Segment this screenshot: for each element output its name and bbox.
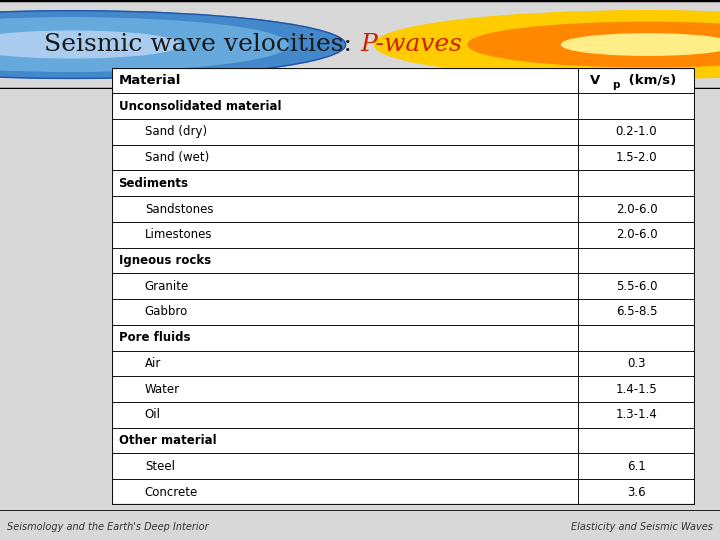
Text: 2.0-6.0: 2.0-6.0	[616, 228, 657, 241]
Text: Concrete: Concrete	[145, 485, 198, 498]
Text: 6.1: 6.1	[627, 460, 646, 473]
Text: Steel: Steel	[145, 460, 175, 473]
Text: Sand (wet): Sand (wet)	[145, 151, 209, 164]
Text: 3.6: 3.6	[627, 485, 646, 498]
Text: p: p	[612, 80, 619, 90]
Circle shape	[0, 18, 288, 71]
Text: Pore fluids: Pore fluids	[119, 331, 190, 344]
Text: Water: Water	[145, 383, 180, 396]
Text: 0.2-1.0: 0.2-1.0	[616, 125, 657, 138]
Text: Unconsolidated material: Unconsolidated material	[119, 99, 281, 113]
Text: Limestones: Limestones	[145, 228, 212, 241]
Text: 6.5-8.5: 6.5-8.5	[616, 306, 657, 319]
Circle shape	[0, 11, 346, 78]
Text: Seismic wave velocities:: Seismic wave velocities:	[44, 33, 360, 56]
Text: 2.0-6.0: 2.0-6.0	[616, 202, 657, 215]
Circle shape	[374, 11, 720, 78]
Text: 1.5-2.0: 1.5-2.0	[616, 151, 657, 164]
Text: (km/s): (km/s)	[624, 74, 676, 87]
Text: Granite: Granite	[145, 280, 189, 293]
Text: 0.3: 0.3	[627, 357, 646, 370]
Text: 5.5-6.0: 5.5-6.0	[616, 280, 657, 293]
Text: Oil: Oil	[145, 408, 161, 421]
Text: Material: Material	[119, 74, 181, 87]
Circle shape	[468, 22, 720, 67]
Text: P-waves: P-waves	[360, 33, 462, 56]
Text: Gabbro: Gabbro	[145, 306, 188, 319]
Text: Seismology and the Earth's Deep Interior: Seismology and the Earth's Deep Interior	[7, 522, 209, 532]
Text: Other material: Other material	[119, 434, 216, 447]
Text: Sand (dry): Sand (dry)	[145, 125, 207, 138]
Text: Igneous rocks: Igneous rocks	[119, 254, 211, 267]
Circle shape	[0, 31, 180, 58]
Text: 1.4-1.5: 1.4-1.5	[616, 383, 657, 396]
Text: Sandstones: Sandstones	[145, 202, 213, 215]
Text: V: V	[590, 74, 600, 87]
Circle shape	[562, 34, 720, 55]
Text: Elasticity and Seismic Waves: Elasticity and Seismic Waves	[571, 522, 713, 532]
Text: Sediments: Sediments	[119, 177, 189, 190]
Text: 1.3-1.4: 1.3-1.4	[616, 408, 657, 421]
Text: Air: Air	[145, 357, 161, 370]
